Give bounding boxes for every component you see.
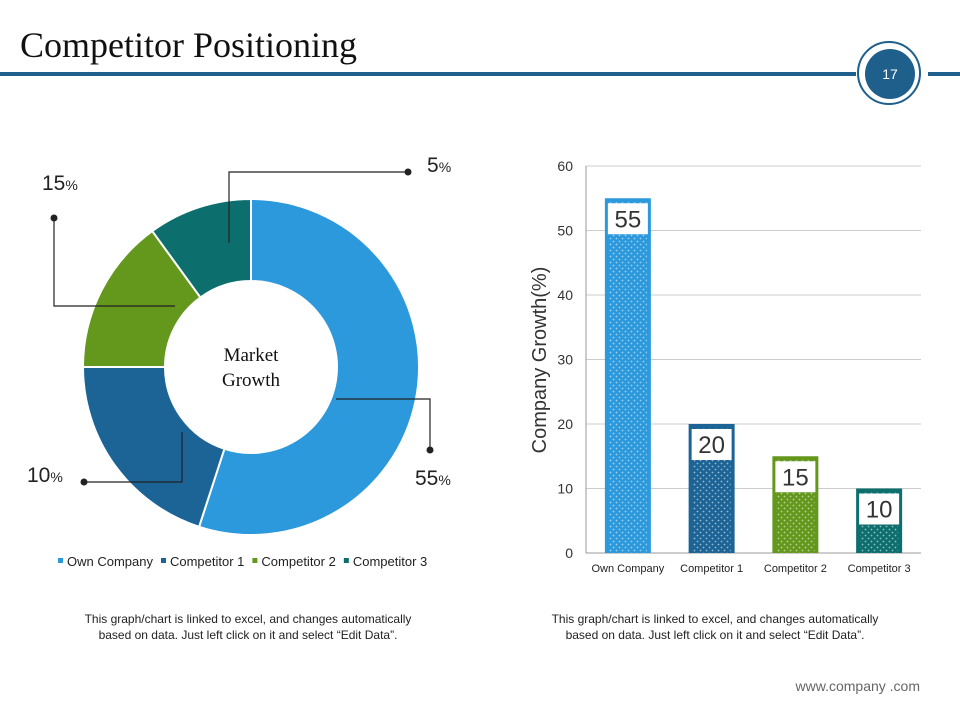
leader-dot-competitor-3 — [404, 168, 412, 176]
page-number-badge: 17 — [865, 49, 915, 99]
legend-label-competitor-3: Competitor 3 — [353, 554, 427, 569]
data-label-box-own-company — [607, 203, 648, 235]
data-label-box-competitor-1 — [691, 429, 732, 460]
data-label-competitor-1: 20 — [698, 432, 725, 459]
data-label-own-company: 55 — [615, 206, 642, 233]
legend-swatch-competitor-1 — [160, 558, 166, 563]
x-tick-competitor-3: Competitor 3 — [848, 563, 911, 575]
y-tick-50: 50 — [557, 223, 573, 239]
x-tick-competitor-1: Competitor 1 — [680, 563, 743, 575]
y-tick-20: 20 — [557, 416, 573, 432]
data-label-box-competitor-2 — [775, 461, 816, 493]
leader-line-competitor-1 — [84, 432, 183, 483]
y-tick-30: 30 — [557, 352, 573, 368]
legend-label-own-company: Own Company — [67, 554, 153, 569]
legend-swatch-competitor-3 — [343, 558, 349, 563]
leader-dot-competitor-1 — [80, 478, 88, 486]
leader-line-competitor-2 — [53, 218, 175, 307]
leader-line-own-company — [336, 398, 431, 450]
y-tick-10: 10 — [557, 481, 573, 497]
bar-chart[interactable]: 0 10 20 30 40 50 60 Company Growth(%) 55 Own Comp… — [529, 158, 921, 575]
footer-website: www.company .com — [795, 678, 920, 694]
y-tick-0: 0 — [565, 545, 573, 561]
title-divider — [0, 72, 856, 76]
donut-chart-note: This graph/chart is linked to excel, and… — [84, 612, 412, 642]
bar-chart-note: This graph/chart is linked to excel, and… — [551, 612, 879, 642]
leader-dot-own-company — [426, 446, 434, 454]
donut-chart[interactable]: Market Growth 55% 10% 15% 5% Own Company Compet… — [27, 154, 451, 569]
donut-center-label: Market Growth — [222, 345, 281, 391]
donut-label-competitor-1: 10% — [27, 464, 63, 487]
x-tick-competitor-2: Competitor 2 — [764, 563, 827, 575]
donut-slice-own-company[interactable] — [197, 197, 420, 536]
legend-swatch-competitor-2 — [252, 558, 258, 563]
leader-dot-competitor-2 — [50, 214, 58, 222]
title-divider-right — [928, 72, 960, 76]
legend-label-competitor-1: Competitor 1 — [170, 554, 244, 569]
donut-slice-competitor-1[interactable] — [81, 366, 226, 529]
data-label-competitor-2: 15 — [782, 464, 809, 491]
page-title: Competitor Positioning — [20, 25, 358, 65]
data-label-box-competitor-3 — [859, 493, 900, 525]
y-tick-60: 60 — [557, 158, 573, 174]
donut-slice-competitor-3[interactable] — [150, 197, 252, 299]
legend-label-competitor-2: Competitor 2 — [261, 554, 335, 569]
leader-line-competitor-3 — [228, 171, 408, 243]
y-tick-40: 40 — [557, 287, 573, 303]
data-label-competitor-3: 10 — [866, 497, 893, 524]
donut-label-competitor-3: 5% — [427, 154, 451, 177]
y-axis-label: Company Growth(%) — [529, 267, 551, 454]
bar-texture-own-company — [608, 202, 647, 553]
x-tick-own-company: Own Company — [591, 563, 664, 575]
legend-swatch-own-company — [58, 558, 63, 563]
donut-label-own-company: 55% — [415, 467, 451, 490]
donut-label-competitor-2: 15% — [42, 172, 78, 195]
